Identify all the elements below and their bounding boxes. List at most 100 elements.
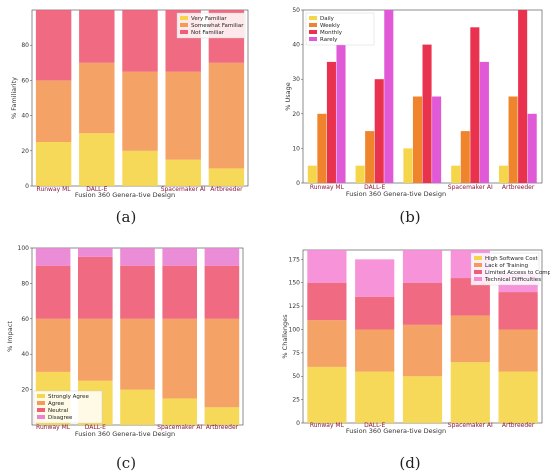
x-category-label: Spacemaker AI xyxy=(448,422,493,429)
legend-swatch xyxy=(474,270,482,274)
bar-segment xyxy=(35,318,71,372)
bar-segment xyxy=(120,318,155,390)
bar xyxy=(365,131,375,183)
bar xyxy=(498,165,509,183)
x-category-label: Spacemaker AI xyxy=(157,424,202,431)
panel-label-a: (a) xyxy=(116,208,137,226)
legend-label: Agree xyxy=(48,401,65,407)
y-tick-label: 80 xyxy=(21,42,29,49)
panel-label-b: (b) xyxy=(399,208,420,226)
bar-segment xyxy=(79,10,115,63)
bar-segment xyxy=(307,250,347,283)
legend-swatch xyxy=(309,16,317,20)
bar xyxy=(336,44,346,183)
bar-segment xyxy=(122,71,158,151)
bar-segment xyxy=(307,282,347,321)
bar-segment xyxy=(162,398,198,425)
legend-label: Limited Access to Computers xyxy=(485,270,550,276)
chart-panel-b: 0 10 20 30 40 50 % Usage Runway ML DALL-EFusion … xyxy=(284,7,543,198)
y-tick-label: 60 xyxy=(21,77,29,84)
bar-segment xyxy=(204,248,240,266)
y-tick-label: 25 xyxy=(292,397,300,404)
x-category-label: DALL-E xyxy=(364,184,385,191)
legend-box xyxy=(176,12,246,39)
y-tick-label: 0 xyxy=(25,183,29,190)
chart-panel-d: 0 25 50 75 100 125 150 175 % Challenges Runway ML… xyxy=(281,249,550,435)
legend-swatch xyxy=(37,394,45,398)
legend-swatch xyxy=(474,277,482,281)
bar xyxy=(479,61,489,183)
x-category-label: Artbreeder xyxy=(502,184,535,191)
y-tick-label: 20 xyxy=(21,148,29,155)
panel-label-d: (d) xyxy=(399,454,420,472)
bar xyxy=(460,131,470,183)
y-tick-label: 50 xyxy=(292,373,300,380)
y-axis-label: % Impact xyxy=(6,321,14,352)
y-tick-label: 0 xyxy=(296,180,300,187)
bar-segment xyxy=(120,389,155,425)
y-tick-label: 150 xyxy=(289,280,301,287)
bar-segment xyxy=(355,296,395,330)
bar-segment xyxy=(402,250,443,283)
bar xyxy=(355,165,365,183)
legend-swatch xyxy=(180,23,188,27)
y-tick-label: 0 xyxy=(296,420,300,427)
legend-label: Strongly Agree xyxy=(48,394,89,400)
y-tick-label: 80 xyxy=(21,280,29,287)
bar-segment xyxy=(162,248,198,266)
bar-segment xyxy=(79,62,115,134)
legend-label: Neutral xyxy=(48,408,69,414)
bar-segment xyxy=(208,62,245,169)
legend-swatch xyxy=(474,263,482,267)
legend-label: Lack of Training xyxy=(485,263,528,269)
bar xyxy=(432,96,442,183)
bar-segment xyxy=(35,142,72,186)
bar xyxy=(470,27,480,183)
bar-segment xyxy=(77,318,113,381)
x-category-label: Fusion 360 Genera-tive Design xyxy=(75,191,175,199)
bar xyxy=(451,165,461,183)
bar-segment xyxy=(355,371,395,423)
bar-segment xyxy=(498,371,538,423)
legend-swatch xyxy=(309,30,317,34)
bar xyxy=(518,10,528,183)
bar-segment xyxy=(120,248,155,266)
bar-segment xyxy=(77,248,113,257)
y-tick-label: 125 xyxy=(289,303,301,310)
bar xyxy=(384,10,394,183)
bar-segment xyxy=(35,248,71,266)
legend-swatch xyxy=(180,30,188,34)
y-tick-label: 40 xyxy=(292,42,300,49)
legend-swatch xyxy=(309,37,317,41)
legend-label: Rarely xyxy=(320,37,338,43)
bar-segment xyxy=(307,320,347,367)
legend-box xyxy=(305,12,375,46)
bar-segment xyxy=(402,324,443,377)
y-tick-label: 100 xyxy=(18,245,30,252)
panel-label-c: (c) xyxy=(116,454,136,472)
bar-segment xyxy=(204,407,240,425)
chart-panel-c: 20 40 60 80 100 % Impact Runway ML DALL-EFusion… xyxy=(6,245,244,438)
x-category-label: Fusion 360 Genera-tive Design xyxy=(346,190,446,198)
bar xyxy=(326,61,336,183)
legend-label: Disagree xyxy=(48,415,73,421)
x-category-label: DALL-E xyxy=(364,422,385,429)
bar-segment xyxy=(498,292,538,330)
legend-swatch xyxy=(37,401,45,405)
bar-segment xyxy=(122,150,158,186)
y-axis-label: % Challenges xyxy=(281,314,289,359)
bar-segment xyxy=(35,265,71,319)
legend-swatch xyxy=(474,256,482,260)
legend-label: Daily xyxy=(320,16,335,22)
bar xyxy=(527,113,537,183)
bar xyxy=(412,96,423,183)
legend-label: Very Familiar xyxy=(191,16,227,22)
x-category-label: Runway ML xyxy=(37,186,72,193)
x-category-label: Runway ML xyxy=(36,424,71,431)
y-tick-label: 75 xyxy=(292,350,300,357)
y-tick-label: 20 xyxy=(292,111,300,118)
y-tick-label: 40 xyxy=(21,351,29,358)
y-tick-label: 20 xyxy=(21,387,29,394)
x-category-label: Fusion 360 Genera-tive Design xyxy=(346,427,446,435)
legend-box xyxy=(470,252,540,286)
